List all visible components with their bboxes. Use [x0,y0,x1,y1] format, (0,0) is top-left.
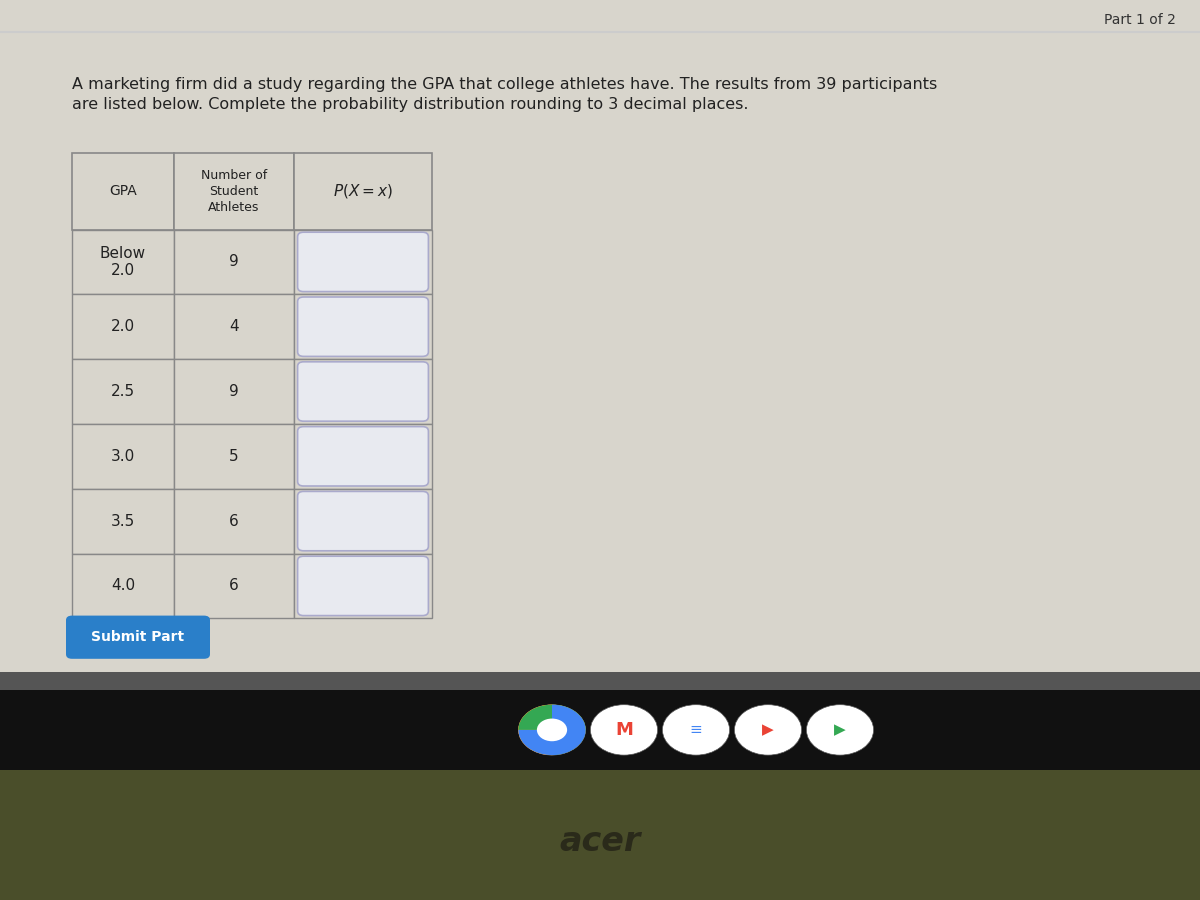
Bar [0,690,1200,770]
Circle shape [536,718,568,742]
Text: acer: acer [559,825,641,858]
Circle shape [734,705,802,755]
FancyBboxPatch shape [174,153,294,230]
FancyBboxPatch shape [298,297,428,356]
Text: ≡: ≡ [690,723,702,737]
FancyBboxPatch shape [72,424,174,489]
FancyBboxPatch shape [294,359,432,424]
FancyBboxPatch shape [174,489,294,554]
FancyBboxPatch shape [174,424,294,489]
Wedge shape [518,705,586,755]
Wedge shape [518,705,586,755]
Circle shape [590,705,658,755]
FancyBboxPatch shape [294,489,432,554]
Bar [0,672,1200,690]
FancyBboxPatch shape [72,554,174,618]
Text: A marketing firm did a study regarding the GPA that college athletes have. The r: A marketing firm did a study regarding t… [72,76,937,112]
Text: $P(X = x)$: $P(X = x)$ [334,182,392,201]
FancyBboxPatch shape [294,294,432,359]
FancyBboxPatch shape [298,232,428,292]
Bar [0,780,1200,796]
Text: 3.5: 3.5 [110,514,136,528]
Text: Below
2.0: Below 2.0 [100,246,146,278]
Text: Number of
Student
Athletes: Number of Student Athletes [200,169,268,214]
FancyBboxPatch shape [72,153,174,230]
FancyBboxPatch shape [174,359,294,424]
Text: 4: 4 [229,320,239,334]
FancyBboxPatch shape [174,294,294,359]
Text: GPA: GPA [109,184,137,198]
Text: 4.0: 4.0 [110,579,136,593]
FancyBboxPatch shape [72,489,174,554]
FancyBboxPatch shape [174,554,294,618]
Text: 2.5: 2.5 [110,384,136,399]
Text: 2.0: 2.0 [110,320,136,334]
FancyBboxPatch shape [298,362,428,421]
FancyBboxPatch shape [294,153,432,230]
Circle shape [662,705,730,755]
FancyBboxPatch shape [72,359,174,424]
Bar [0,770,1200,900]
Wedge shape [518,705,586,755]
FancyBboxPatch shape [298,491,428,551]
Text: 9: 9 [229,255,239,269]
Circle shape [518,705,586,755]
FancyBboxPatch shape [66,616,210,659]
FancyBboxPatch shape [294,230,432,294]
Text: ▶: ▶ [762,723,774,737]
Text: 9: 9 [229,384,239,399]
Text: 3.0: 3.0 [110,449,136,464]
Bar [0,796,1200,900]
Text: 6: 6 [229,579,239,593]
FancyBboxPatch shape [72,294,174,359]
Text: 5: 5 [229,449,239,464]
FancyBboxPatch shape [294,424,432,489]
Text: ▶: ▶ [834,723,846,737]
Text: Part 1 of 2: Part 1 of 2 [1104,13,1176,27]
Text: 6: 6 [229,514,239,528]
FancyBboxPatch shape [174,230,294,294]
FancyBboxPatch shape [298,427,428,486]
Text: M: M [616,721,632,739]
FancyBboxPatch shape [298,556,428,616]
FancyBboxPatch shape [294,554,432,618]
Circle shape [806,705,874,755]
FancyBboxPatch shape [72,230,174,294]
Wedge shape [518,705,586,755]
Text: Submit Part: Submit Part [91,630,185,644]
